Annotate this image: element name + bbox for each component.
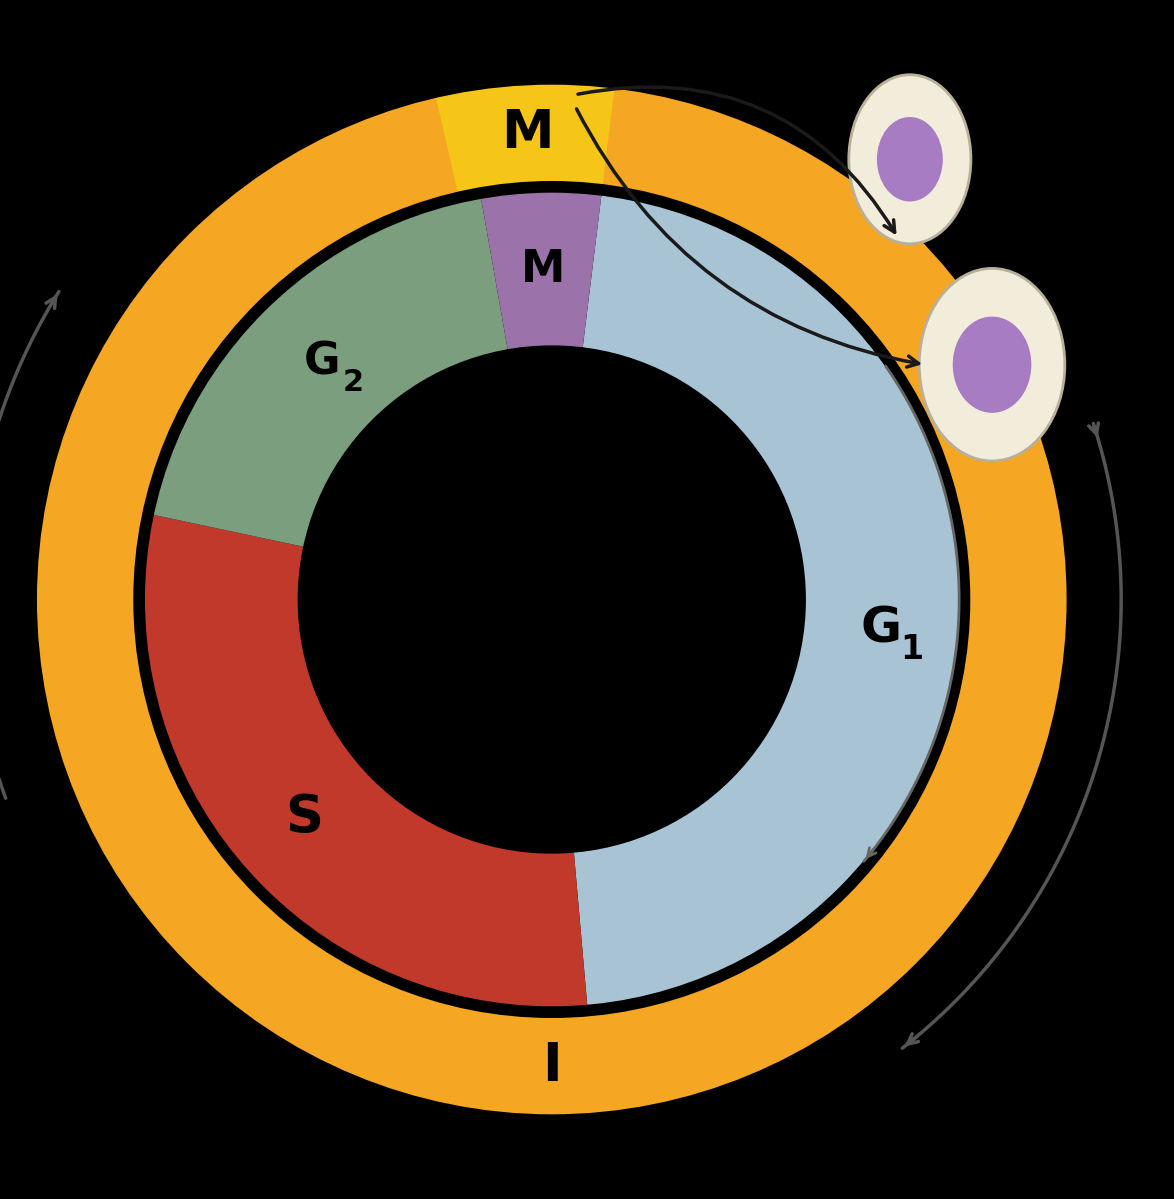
Wedge shape bbox=[153, 197, 508, 547]
Ellipse shape bbox=[877, 118, 943, 201]
Wedge shape bbox=[143, 514, 587, 1008]
Wedge shape bbox=[574, 194, 960, 1006]
Wedge shape bbox=[35, 83, 1068, 1116]
Text: G: G bbox=[304, 341, 340, 384]
Ellipse shape bbox=[849, 74, 971, 243]
Text: 1: 1 bbox=[900, 633, 923, 665]
Text: I: I bbox=[542, 1041, 561, 1092]
Text: 2: 2 bbox=[342, 368, 363, 397]
Text: M: M bbox=[521, 248, 566, 290]
Circle shape bbox=[299, 347, 804, 852]
Text: M: M bbox=[501, 108, 554, 159]
Wedge shape bbox=[481, 191, 601, 351]
Text: G: G bbox=[861, 604, 902, 652]
Ellipse shape bbox=[953, 317, 1031, 412]
Text: S: S bbox=[285, 793, 323, 844]
Ellipse shape bbox=[919, 269, 1065, 460]
Wedge shape bbox=[436, 83, 615, 193]
